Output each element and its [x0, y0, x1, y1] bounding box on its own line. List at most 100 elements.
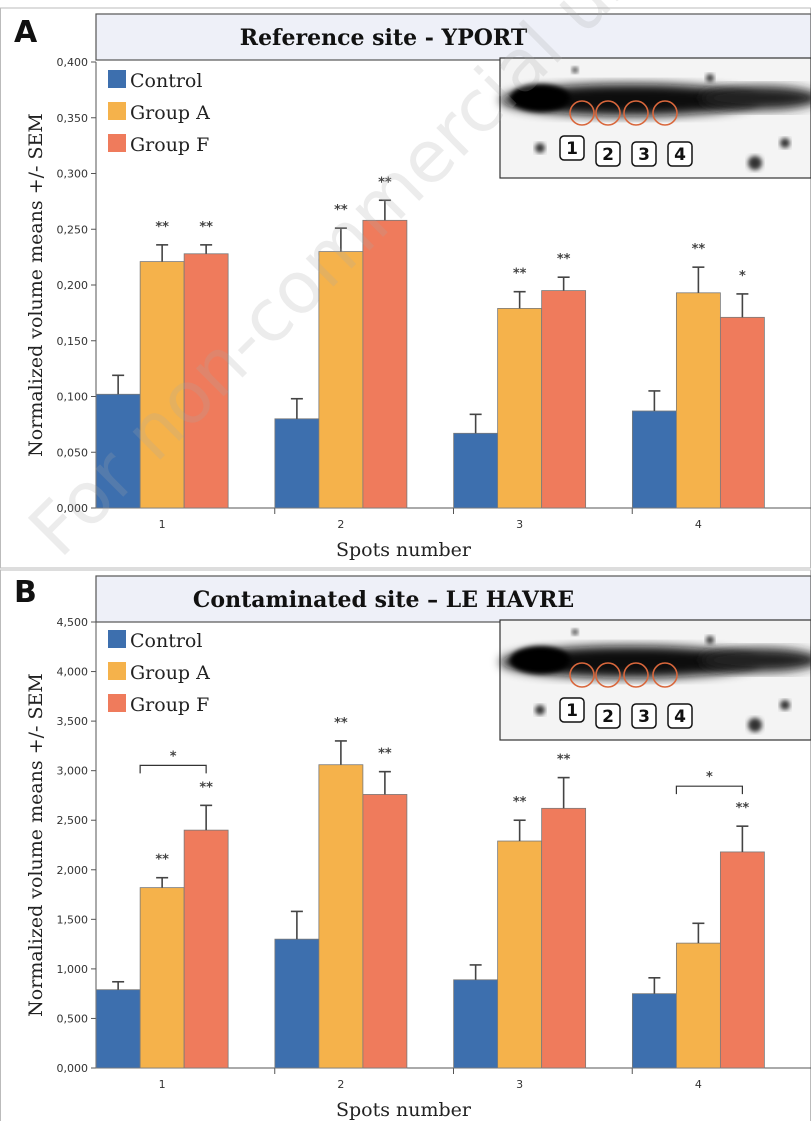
bar: [497, 840, 543, 1069]
gel-inset-image: 1 2 3 4: [499, 57, 811, 179]
bracket-label: *: [170, 749, 177, 764]
legend-label: Group A: [130, 102, 210, 124]
spot-number-label: 1: [566, 139, 578, 159]
spot-number-label: 4: [674, 707, 686, 727]
bar: [675, 942, 721, 1069]
gel-dot: [748, 718, 762, 732]
bar: [362, 219, 408, 509]
significance-mark: **: [557, 753, 571, 768]
bar: [274, 938, 320, 1069]
spot-circle: [652, 100, 678, 126]
gel-dot: [572, 629, 578, 635]
spot-circle: [595, 100, 621, 126]
significance-mark: **: [736, 801, 750, 816]
gel-smear: [700, 86, 811, 110]
legend-swatch: [108, 630, 126, 648]
chart-title: Reference site - YPORT: [240, 25, 528, 51]
bar: [453, 979, 499, 1069]
legend-label: Control: [130, 630, 202, 652]
y-tick-label: 1,000: [57, 963, 89, 976]
gel-dot: [706, 636, 714, 644]
x-tick-label: 2: [337, 1078, 344, 1091]
gel-dot: [780, 700, 790, 710]
y-tick-label: 3,000: [57, 765, 89, 778]
panel-letter: A: [14, 15, 38, 50]
spot-number-box: [595, 141, 621, 167]
bar: [318, 764, 364, 1069]
x-axis-label: Spots number: [336, 1099, 472, 1121]
panel-letter: B: [14, 575, 37, 610]
y-tick-label: 0,000: [57, 1062, 89, 1075]
chart-panel-a: A Reference site - YPORT 1 2 3 4 0,000 0,050 0,1…: [0, 7, 811, 569]
significance-mark: **: [199, 780, 213, 795]
spot-number-box: [631, 703, 657, 729]
spot-circle: [569, 100, 595, 126]
bar: [95, 989, 141, 1069]
y-tick-label: 4,500: [57, 616, 89, 629]
bar: [362, 794, 408, 1069]
panel-letter-bg: [8, 12, 48, 48]
spot-number-label: 4: [674, 145, 686, 165]
title-box: [95, 13, 811, 61]
x-tick-label: 4: [695, 518, 702, 531]
y-tick-label: 4,000: [57, 666, 89, 679]
x-tick-label: 4: [695, 1078, 702, 1091]
legend: Control Group A Group F: [108, 70, 210, 156]
legend-swatch: [108, 694, 126, 712]
bar: [541, 807, 587, 1069]
spot-number-label: 3: [638, 707, 650, 727]
spot-number-box: [559, 697, 585, 723]
bar: [183, 253, 229, 509]
spot-number-box: [595, 703, 621, 729]
gel-dot: [706, 74, 714, 82]
bar: [95, 393, 141, 509]
spot-number-label: 2: [602, 145, 614, 165]
bar: [497, 308, 543, 509]
y-tick-label: 0,200: [57, 279, 89, 292]
significance-mark: **: [334, 203, 348, 218]
gel-smear: [700, 648, 811, 672]
bar: [274, 418, 320, 509]
bracket-line: [139, 764, 207, 774]
spot-number-box: [559, 135, 585, 161]
y-tick-label: 0,400: [57, 56, 89, 69]
significance-mark: *: [739, 269, 746, 284]
panel-letter-bg: [8, 572, 48, 608]
significance-mark: **: [557, 252, 571, 267]
significance-mark: **: [378, 747, 392, 762]
significance-mark: **: [378, 175, 392, 190]
bar: [139, 261, 185, 509]
bar: [453, 432, 499, 509]
significance-mark: **: [692, 242, 706, 257]
spot-number-label: 3: [638, 145, 650, 165]
gel-smear: [510, 646, 570, 674]
x-tick-label: 3: [516, 1078, 523, 1091]
bracket-label: *: [706, 770, 713, 785]
y-tick-label: 3,500: [57, 715, 89, 728]
spot-circle: [652, 662, 678, 688]
legend: Control Group A Group F: [108, 630, 210, 716]
x-tick-label: 1: [159, 1078, 166, 1091]
y-tick-label: 1,500: [57, 913, 89, 926]
legend-swatch: [108, 102, 126, 120]
legend-swatch: [108, 662, 126, 680]
significance-bracket: *: [675, 770, 743, 795]
spot-number-label: 2: [602, 707, 614, 727]
significance-mark: **: [334, 716, 348, 731]
y-axis-label: Normalized volume means +/- SEM: [25, 113, 47, 457]
gel-dot: [748, 156, 762, 170]
x-tick-label: 2: [337, 518, 344, 531]
bar: [675, 292, 721, 509]
bracket-line: [675, 785, 743, 795]
y-tick-label: 0,250: [57, 223, 89, 236]
gel-inset-image: 1 2 3 4: [499, 619, 811, 741]
bar: [139, 887, 185, 1069]
spot-number-box: [667, 141, 693, 167]
chart-title: Contaminated site – LE HAVRE: [193, 587, 574, 613]
bar: [631, 993, 677, 1069]
y-tick-label: 0,350: [57, 112, 89, 125]
x-tick-label: 1: [159, 518, 166, 531]
x-axis-label: Spots number: [336, 539, 472, 561]
